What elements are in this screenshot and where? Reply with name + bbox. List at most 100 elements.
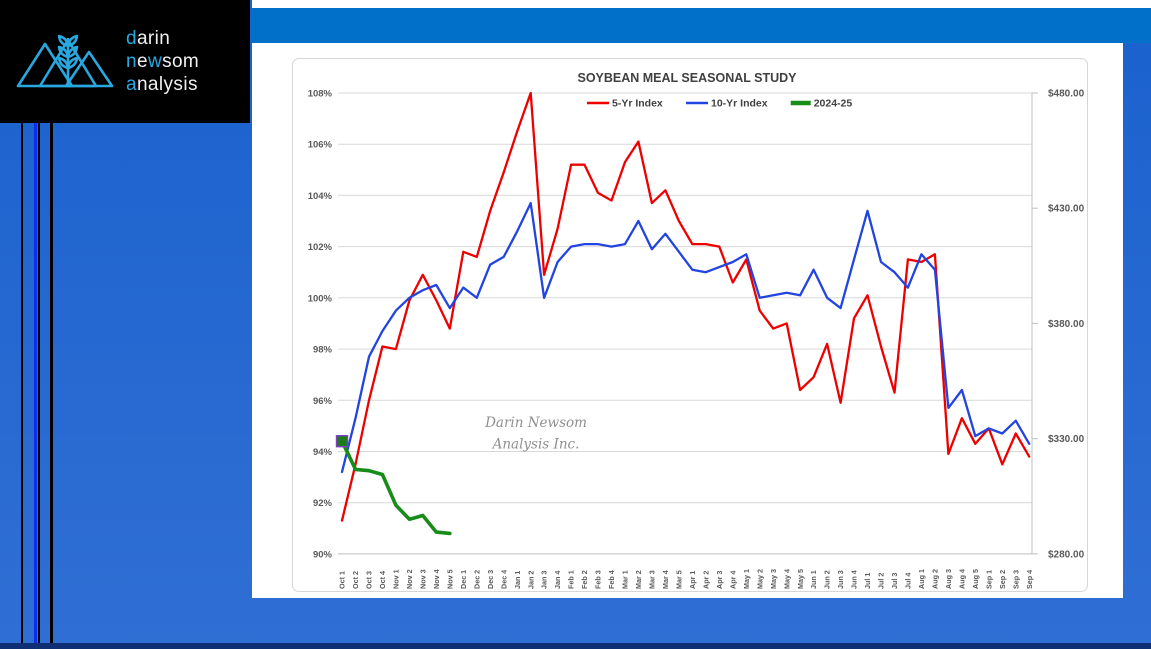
svg-text:Sep 2: Sep 2 xyxy=(998,570,1007,589)
svg-text:Jun 3: Jun 3 xyxy=(836,570,845,589)
left-axis-tick-label: 96% xyxy=(313,396,333,407)
mountains-wheat-icon xyxy=(16,34,114,87)
svg-text:Aug 2: Aug 2 xyxy=(931,569,940,589)
x-axis-tick-label: Feb 2 xyxy=(580,570,589,589)
svg-text:Mar 4: Mar 4 xyxy=(661,570,670,589)
x-axis-tick-label: May 5 xyxy=(796,569,805,589)
company-name-line: analysis xyxy=(126,74,198,95)
x-axis-tick-label: Jun 2 xyxy=(823,570,832,589)
x-axis-tick-label: Sep 2 xyxy=(998,570,1007,589)
x-axis-tick-label: Apr 4 xyxy=(728,571,737,589)
svg-text:Jan 2: Jan 2 xyxy=(526,571,535,589)
x-axis-tick-label: Mar 3 xyxy=(648,570,657,589)
left-axis-tick-label: 94% xyxy=(313,447,333,458)
svg-text:Jul 3: Jul 3 xyxy=(890,573,899,589)
left-axis-tick-label: 102% xyxy=(308,242,333,253)
svg-text:May 1: May 1 xyxy=(742,569,751,589)
svg-text:Nov 1: Nov 1 xyxy=(392,569,401,589)
svg-text:Jul 1: Jul 1 xyxy=(863,573,872,589)
x-axis-tick-label: Oct 1 xyxy=(338,571,347,589)
x-axis-tick-label: Jun 1 xyxy=(809,570,818,589)
left-axis-tick-label: 104% xyxy=(308,191,333,202)
svg-text:Nov 3: Nov 3 xyxy=(418,569,427,589)
series-start-marker-2024-25 xyxy=(335,435,349,448)
left-axis-tick-label: 98% xyxy=(313,345,333,356)
right-axis-tick-label: $430.00 xyxy=(1048,204,1085,215)
x-axis-tick-label: Nov 4 xyxy=(432,569,441,589)
svg-text:Sep 1: Sep 1 xyxy=(984,570,993,589)
svg-text:Apr 3: Apr 3 xyxy=(715,571,724,589)
watermark-text: Darin Newsom xyxy=(484,415,587,431)
chart-frame: $480.00 $430.00 $380.00 $330.00 $280.00 108% 1… xyxy=(292,58,1088,592)
svg-text:May 5: May 5 xyxy=(796,569,805,589)
x-axis-tick-label: Sep 4 xyxy=(1025,570,1034,589)
svg-text:Jul 2: Jul 2 xyxy=(877,573,886,589)
svg-text:Mar 3: Mar 3 xyxy=(648,570,657,589)
svg-text:Nov 5: Nov 5 xyxy=(445,569,454,589)
left-axis-tick-label: 100% xyxy=(308,293,333,304)
x-axis-tick-label: Apr 2 xyxy=(701,571,710,589)
svg-text:Apr 2: Apr 2 xyxy=(701,571,710,589)
svg-text:Apr 4: Apr 4 xyxy=(728,571,737,589)
x-axis-tick-label: Jan 2 xyxy=(526,571,535,589)
company-name-line: newsom xyxy=(126,51,200,72)
svg-text:Sep 4: Sep 4 xyxy=(1025,570,1034,589)
x-axis-tick-label: Mar 5 xyxy=(675,570,684,589)
x-axis-tick-label: Jun 3 xyxy=(836,570,845,589)
x-axis-tick-label: Jan 4 xyxy=(553,571,562,589)
svg-text:Jun 2: Jun 2 xyxy=(823,570,832,589)
svg-text:Oct 2: Oct 2 xyxy=(351,571,360,589)
slide-top-band xyxy=(252,8,1151,43)
x-axis-tick-label: May 1 xyxy=(742,569,751,589)
left-accent-line-1 xyxy=(21,123,23,644)
svg-text:Feb 1: Feb 1 xyxy=(567,570,576,589)
svg-text:Aug 4: Aug 4 xyxy=(958,569,967,589)
series-line-5-Yr Index xyxy=(340,91,1031,522)
x-axis-tick-label: Nov 2 xyxy=(405,569,414,589)
svg-text:Mar 2: Mar 2 xyxy=(634,570,643,589)
x-axis-tick-label: Dec 3 xyxy=(486,570,495,589)
right-axis-tick-label: $280.00 xyxy=(1048,549,1085,560)
svg-text:Jun 4: Jun 4 xyxy=(850,570,859,589)
left-axis-tick-label: 92% xyxy=(313,498,333,509)
svg-text:Mar 1: Mar 1 xyxy=(621,570,630,589)
x-axis-tick-label: Mar 1 xyxy=(621,570,630,589)
x-axis-tick-label: Aug 5 xyxy=(971,569,980,589)
x-axis-tick-label: Nov 5 xyxy=(445,569,454,589)
chart-title: SOYBEAN MEAL SEASONAL STUDY xyxy=(577,71,797,85)
x-axis-tick-label: Apr 3 xyxy=(715,571,724,589)
x-axis-tick-label: Apr 1 xyxy=(688,571,697,589)
series-line-10-Yr Index xyxy=(340,201,1031,474)
watermark-text: Analysis Inc. xyxy=(491,437,580,453)
x-axis-tick-label: Mar 2 xyxy=(634,570,643,589)
svg-text:Aug 5: Aug 5 xyxy=(971,569,980,589)
x-axis-tick-label: Jul 3 xyxy=(890,573,899,589)
x-axis-tick-label: Oct 2 xyxy=(351,571,360,589)
svg-text:May 4: May 4 xyxy=(782,569,791,589)
svg-text:Aug 3: Aug 3 xyxy=(944,569,953,589)
x-axis-tick-label: Nov 1 xyxy=(392,569,401,589)
x-axis-tick-label: Feb 4 xyxy=(607,570,616,589)
x-axis-tick-label: Jun 4 xyxy=(850,570,859,589)
svg-text:Oct 1: Oct 1 xyxy=(338,571,347,589)
x-axis-tick-label: Aug 4 xyxy=(958,569,967,589)
right-axis-tick-label: $480.00 xyxy=(1048,89,1085,100)
x-axis-tick-label: Sep 3 xyxy=(1011,570,1020,589)
svg-text:Oct 3: Oct 3 xyxy=(365,571,374,589)
svg-text:Dec 3: Dec 3 xyxy=(486,570,495,589)
x-axis-tick-label: Jul 1 xyxy=(863,573,872,589)
x-axis-tick-label: Jul 4 xyxy=(904,573,913,589)
right-axis-tick-label: $380.00 xyxy=(1048,319,1085,330)
x-axis-tick-label: Aug 3 xyxy=(944,569,953,589)
slide-bottom-strip xyxy=(0,643,1151,649)
x-axis-tick-label: May 2 xyxy=(755,569,764,589)
svg-text:Dec 2: Dec 2 xyxy=(472,570,481,589)
company-logo: darin newsom analysis xyxy=(0,0,250,123)
x-axis-tick-label: May 4 xyxy=(782,569,791,589)
x-axis-tick-label: Jan 1 xyxy=(513,571,522,589)
legend-label: 5-Yr Index xyxy=(612,98,663,110)
svg-text:Jan 4: Jan 4 xyxy=(553,571,562,589)
series-line-2024-25 xyxy=(340,439,452,536)
seasonal-study-chart: $480.00 $430.00 $380.00 $330.00 $280.00 108% 1… xyxy=(308,71,1085,589)
x-axis-tick-label: Feb 1 xyxy=(567,570,576,589)
